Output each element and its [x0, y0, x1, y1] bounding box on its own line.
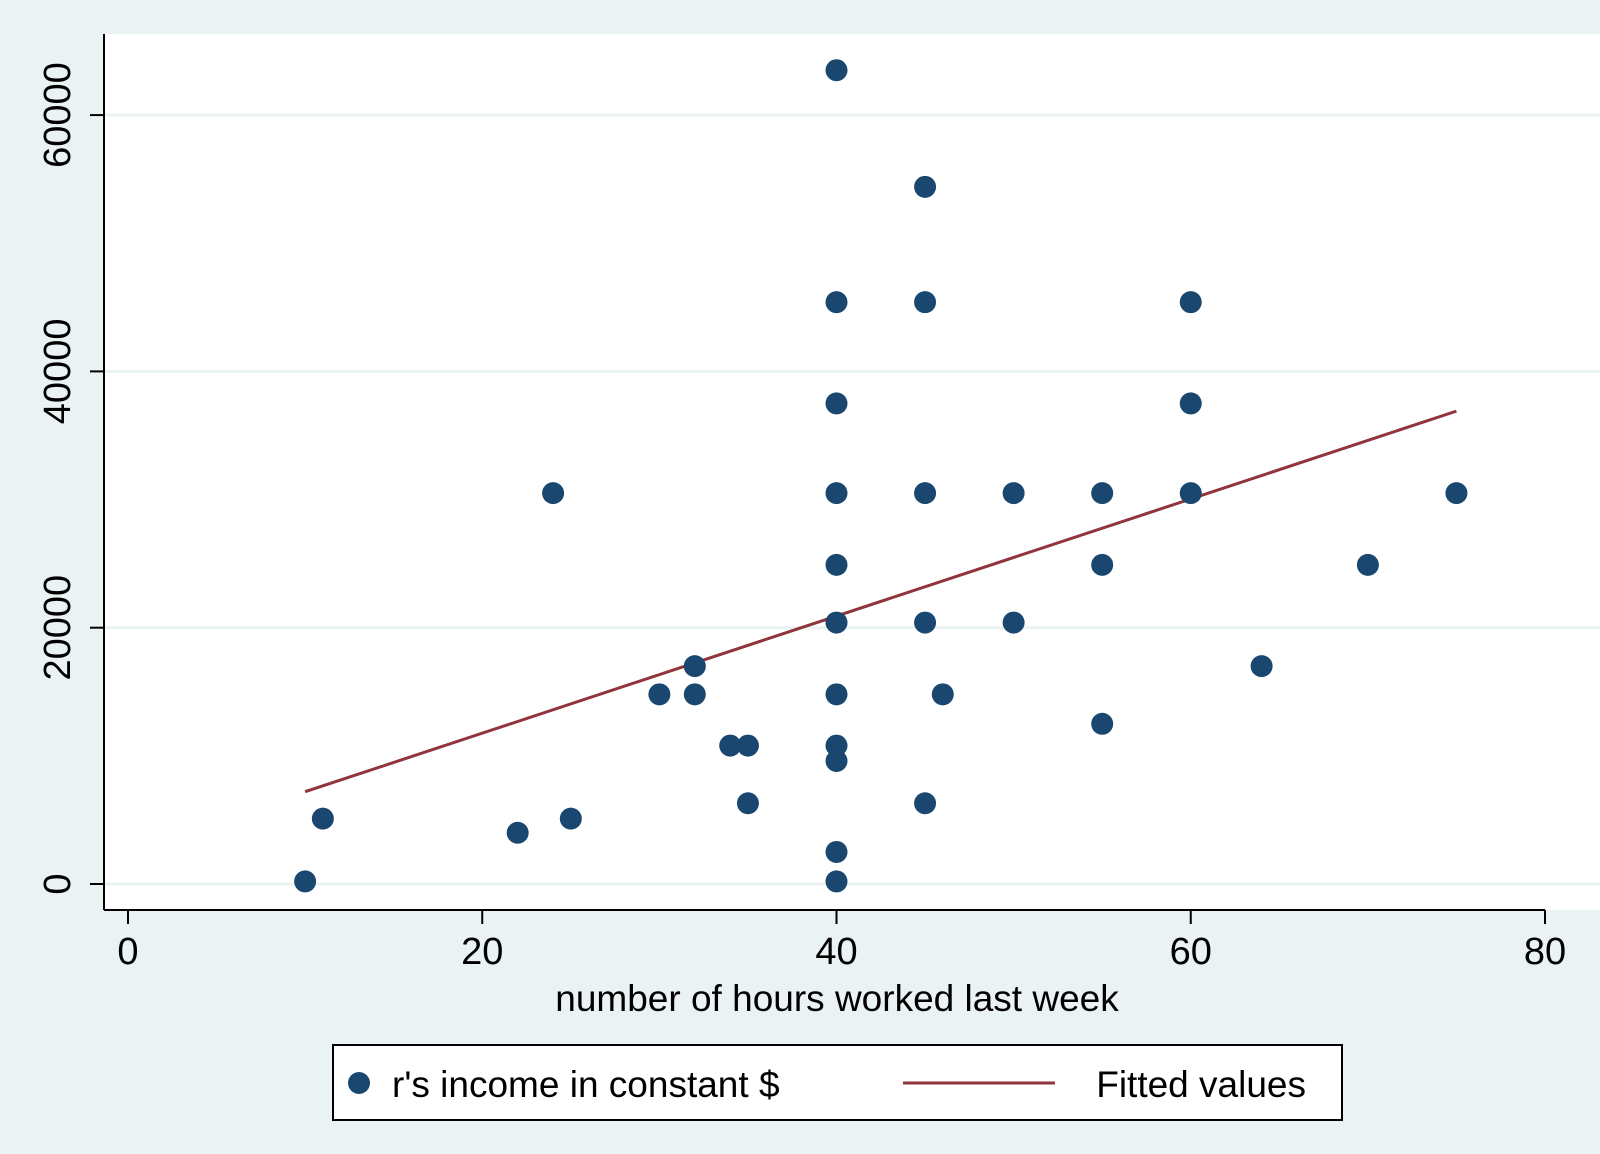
scatter-point [294, 870, 317, 893]
scatter-point [1250, 655, 1273, 678]
legend-label-scatter: r's income in constant $ [392, 1064, 780, 1105]
scatter-point [1002, 482, 1025, 505]
x-tick-label: 0 [117, 931, 138, 973]
scatter-point [648, 683, 671, 706]
scatter-point [1091, 553, 1114, 576]
scatter-point [1091, 482, 1114, 505]
scatter-point [914, 482, 937, 505]
x-tick-label: 40 [815, 931, 857, 973]
scatter-point [931, 683, 954, 706]
scatter-point [825, 59, 848, 82]
scatter-point [825, 749, 848, 772]
scatter-point [683, 655, 706, 678]
scatter-point [825, 392, 848, 415]
scatter-point [719, 734, 742, 757]
scatter-point [1179, 392, 1202, 415]
scatter-point [559, 807, 582, 830]
scatter-point [1091, 712, 1114, 735]
scatter-point [825, 291, 848, 314]
scatter-point [542, 482, 565, 505]
scatter-point [825, 553, 848, 576]
scatter-point [506, 821, 529, 844]
plot-area [104, 34, 1600, 910]
axes: 0 20000 40000 60000 0 20 40 60 80 [37, 34, 1566, 973]
scatter-point [825, 870, 848, 893]
scatter-points [294, 59, 1468, 893]
scatter-point [1356, 553, 1379, 576]
y-tick-label: 40000 [37, 319, 79, 425]
scatter-point [914, 792, 937, 815]
x-tick-label: 80 [1524, 931, 1566, 973]
scatter-point [683, 683, 706, 706]
x-tick-label: 20 [461, 931, 503, 973]
gridlines [104, 113, 1600, 886]
scatter-point [1445, 482, 1468, 505]
y-tick-label: 60000 [37, 62, 79, 168]
scatter-point [825, 734, 848, 757]
scatter-point [825, 840, 848, 863]
x-axis-title: number of hours worked last week [555, 978, 1119, 1019]
scatter-point [736, 734, 759, 757]
legend-marker-scatter [348, 1072, 370, 1094]
scatter-point [736, 792, 759, 815]
scatter-point [1002, 611, 1025, 634]
scatter-point [825, 611, 848, 634]
legend-box [332, 1044, 1343, 1121]
y-tick-label: 20000 [37, 575, 79, 681]
legend: r's income in constant $ Fitted values [332, 1044, 1343, 1121]
scatter-point [1179, 482, 1202, 505]
scatter-point [825, 683, 848, 706]
x-tick-label: 60 [1170, 931, 1212, 973]
legend-label-fit: Fitted values [1096, 1064, 1306, 1105]
scatter-point [914, 291, 937, 314]
scatter-point [914, 611, 937, 634]
fitted-line-layer [304, 409, 1457, 794]
scatter-point [825, 482, 848, 505]
scatter-point [311, 807, 334, 830]
scatter-point [914, 175, 937, 198]
scatter-point [1179, 291, 1202, 314]
fitted-line [304, 409, 1457, 794]
y-tick-label: 0 [37, 873, 79, 894]
